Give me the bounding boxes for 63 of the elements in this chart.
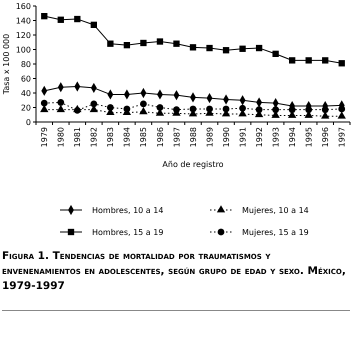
point (56, 104, 65, 112)
point (338, 60, 345, 66)
point (322, 57, 328, 64)
point (222, 47, 230, 54)
point (206, 44, 213, 52)
x-tick-label: 1989 (205, 127, 214, 148)
x-tick-label: 1991 (238, 127, 248, 148)
legend-label: Hombres, 10 a 14 (92, 206, 164, 215)
point (41, 12, 48, 20)
y-tick-label: 120 (16, 30, 31, 40)
x-axis-title: Año de registro (162, 160, 224, 169)
x-tick-label: 1992 (254, 127, 264, 148)
point (124, 42, 130, 48)
x-tick-label: 1990 (222, 127, 231, 148)
text: Figura 1. Tendencias de mortalidad por traumatismos y envenenamientos en adolescentes, según grupo de edad y sexo. México, 1979-1997 (1, 249, 347, 294)
point (107, 40, 114, 47)
point (140, 40, 147, 46)
point (239, 104, 246, 112)
point (239, 46, 246, 52)
point (256, 44, 262, 52)
x-tick-label: 1997 (338, 127, 347, 148)
point (140, 100, 147, 108)
point (156, 38, 164, 45)
x-tick-label: 1995 (304, 127, 314, 148)
x-tick-label: 1996 (321, 127, 330, 148)
point (173, 40, 180, 47)
point (288, 57, 296, 64)
x-tick-label: 1980 (56, 127, 66, 148)
point (338, 111, 346, 119)
point (190, 44, 196, 50)
legend-label: Mujeres, 15 a 19 (242, 228, 309, 237)
x-tick-label: 1986 (156, 127, 165, 148)
y-tick-label: 140 (16, 16, 31, 26)
x-tick-label: 1984 (122, 127, 132, 148)
point (90, 22, 98, 28)
y-tick-label: 0 (26, 118, 31, 127)
point (306, 57, 312, 64)
x-tick-label: 1983 (106, 127, 116, 148)
x-tick-label: 1985 (139, 127, 148, 148)
legend-label: Mujeres, 10 a 14 (242, 206, 309, 215)
y-tick-label: 20 (20, 103, 31, 112)
y-tick-label: 100 (16, 45, 31, 54)
point (58, 16, 64, 23)
y-axis-title: Tasa x 100 000 (2, 34, 11, 96)
legend-label: Hombres, 15 a 19 (92, 228, 164, 237)
y-tick-label: 160 (16, 2, 31, 11)
x-tick-label: 1981 (73, 127, 82, 148)
point (74, 16, 80, 22)
point (57, 99, 64, 106)
x-tick-label: 1979 (40, 127, 50, 148)
x-tick-label: 1993 (271, 127, 280, 148)
y-tick-label: 60 (20, 74, 31, 84)
x-tick-label: 1988 (188, 127, 198, 148)
point (156, 104, 164, 111)
point (139, 107, 148, 114)
x-tick-label: 1994 (288, 127, 297, 148)
x-tick-label: 1987 (172, 127, 182, 148)
point (73, 104, 82, 112)
y-tick-label: 80 (20, 60, 31, 69)
x-tick-label: 1982 (90, 127, 99, 148)
point (272, 50, 279, 58)
point (40, 100, 48, 107)
y-tick-label: 40 (20, 88, 31, 98)
